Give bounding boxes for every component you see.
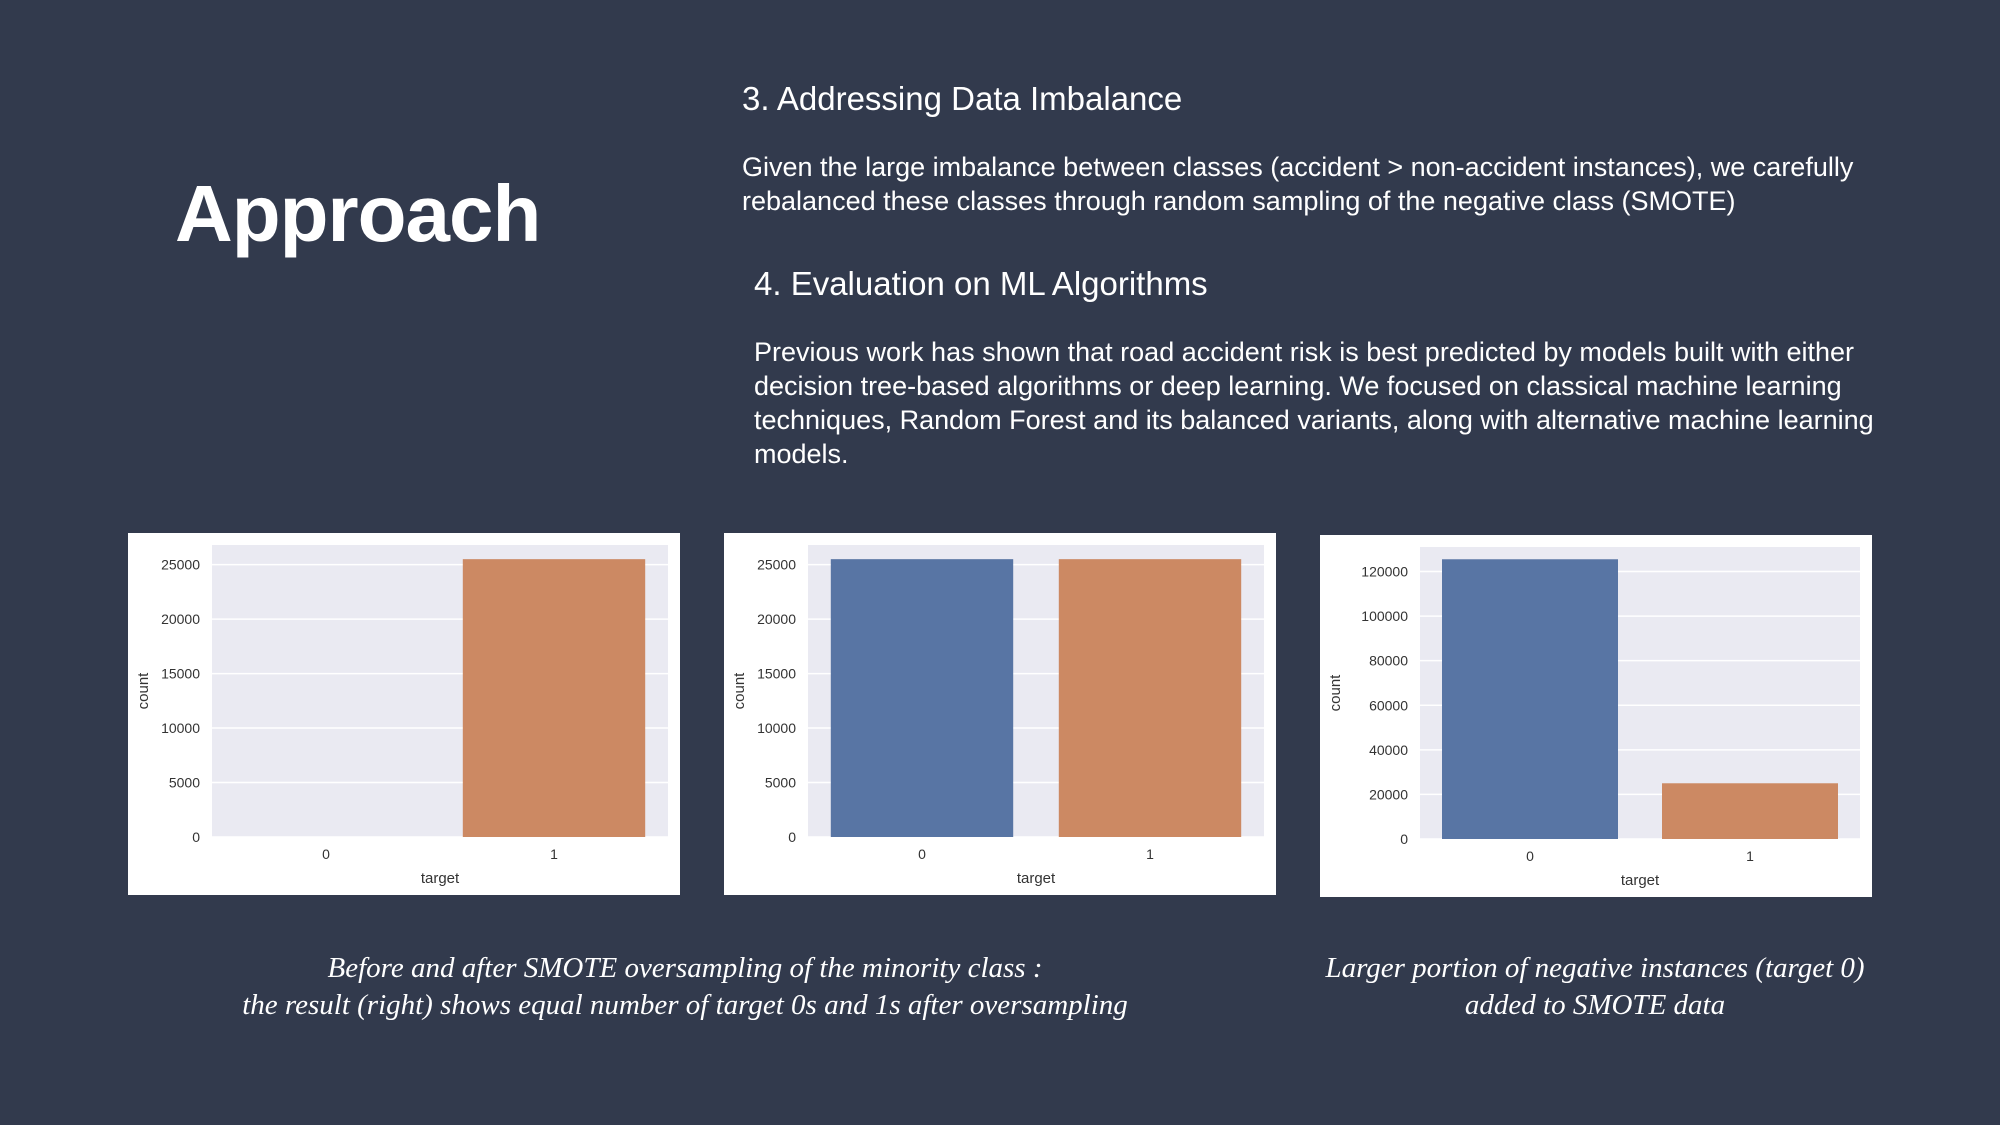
chart-before-smote: 0 5000 10000 15000 20000 25000 0 1 target count <box>128 533 680 895</box>
x-tick-label: 1 <box>550 846 558 862</box>
y-tick-label: 25000 <box>161 557 200 573</box>
y-tick-label: 5000 <box>765 775 796 791</box>
x-tick-label: 0 <box>1526 848 1534 864</box>
x-axis-label: target <box>421 870 460 887</box>
caption-smote: Before and after SMOTE oversampling of t… <box>160 950 1210 1024</box>
y-tick-label: 20000 <box>1369 786 1408 802</box>
x-tick-label: 1 <box>1746 848 1754 864</box>
y-tick-label: 20000 <box>161 611 200 627</box>
caption-smote-line-2: the result (right) shows equal number of… <box>242 989 1128 1021</box>
y-tick-label: 15000 <box>161 666 200 682</box>
y-axis-label: count <box>731 672 748 710</box>
bar-target-0 <box>830 559 1014 837</box>
section-heading-imbalance: 3. Addressing Data Imbalance <box>742 80 1183 117</box>
y-tick-label: 0 <box>192 829 200 845</box>
bar-target-0 <box>1442 559 1618 839</box>
caption-negative-line-1: Larger portion of negative instances (ta… <box>1325 952 1865 984</box>
y-axis-label: count <box>1327 674 1344 712</box>
y-tick-label: 10000 <box>757 720 796 736</box>
x-axis-label: target <box>1017 870 1056 887</box>
x-axis-label: target <box>1621 872 1660 889</box>
section-heading-evaluation: 4. Evaluation on ML Algorithms <box>754 265 1208 302</box>
x-tick-label: 1 <box>1146 846 1154 862</box>
caption-negative-line-2: added to SMOTE data <box>1464 989 1726 1021</box>
y-tick-label: 25000 <box>757 557 796 573</box>
slide-title: Approach <box>175 169 541 258</box>
bar-target-1 <box>462 559 646 837</box>
y-tick-label: 80000 <box>1369 653 1408 669</box>
chart-negative-added: 0 20000 40000 60000 80000 100000 120000 0 1 targe… <box>1320 535 1872 897</box>
chart-before-smote-svg: 0 5000 10000 15000 20000 25000 0 1 target count <box>135 545 668 887</box>
y-axis-label: count <box>135 672 152 710</box>
bar-target-1 <box>1662 783 1838 839</box>
chart-negative-added-svg: 0 20000 40000 60000 80000 100000 120000 0 1 targe… <box>1327 547 1860 889</box>
y-tick-label: 20000 <box>757 611 796 627</box>
y-tick-label: 60000 <box>1369 697 1408 713</box>
chart-after-smote-svg: 0 5000 10000 15000 20000 25000 0 1 target count <box>731 545 1264 887</box>
x-tick-label: 0 <box>918 846 926 862</box>
section-body-imbalance: Given the large imbalance between classe… <box>742 152 1854 216</box>
y-tick-label: 0 <box>788 829 796 845</box>
y-tick-label: 10000 <box>161 720 200 736</box>
section-body-evaluation: Previous work has shown that road accide… <box>754 337 1874 469</box>
caption-negative: Larger portion of negative instances (ta… <box>1270 950 1920 1024</box>
y-tick-label: 100000 <box>1361 608 1408 624</box>
chart-after-smote: 0 5000 10000 15000 20000 25000 0 1 target count <box>724 533 1276 895</box>
y-tick-label: 15000 <box>757 666 796 682</box>
y-tick-label: 5000 <box>169 775 200 791</box>
x-tick-label: 0 <box>322 846 330 862</box>
caption-smote-line-1: Before and after SMOTE oversampling of t… <box>327 952 1043 984</box>
y-tick-label: 40000 <box>1369 742 1408 758</box>
y-tick-label: 120000 <box>1361 564 1408 580</box>
y-tick-label: 0 <box>1400 831 1408 847</box>
bar-target-1 <box>1058 559 1242 837</box>
